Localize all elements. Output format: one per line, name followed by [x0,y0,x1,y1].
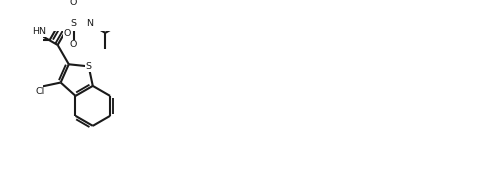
Text: HN: HN [33,27,46,36]
Text: N: N [86,19,93,28]
Text: O: O [70,0,77,7]
Text: Cl: Cl [35,87,45,96]
Text: S: S [70,19,77,28]
Text: O: O [70,41,77,49]
Text: S: S [86,62,91,71]
Text: O: O [64,29,71,38]
